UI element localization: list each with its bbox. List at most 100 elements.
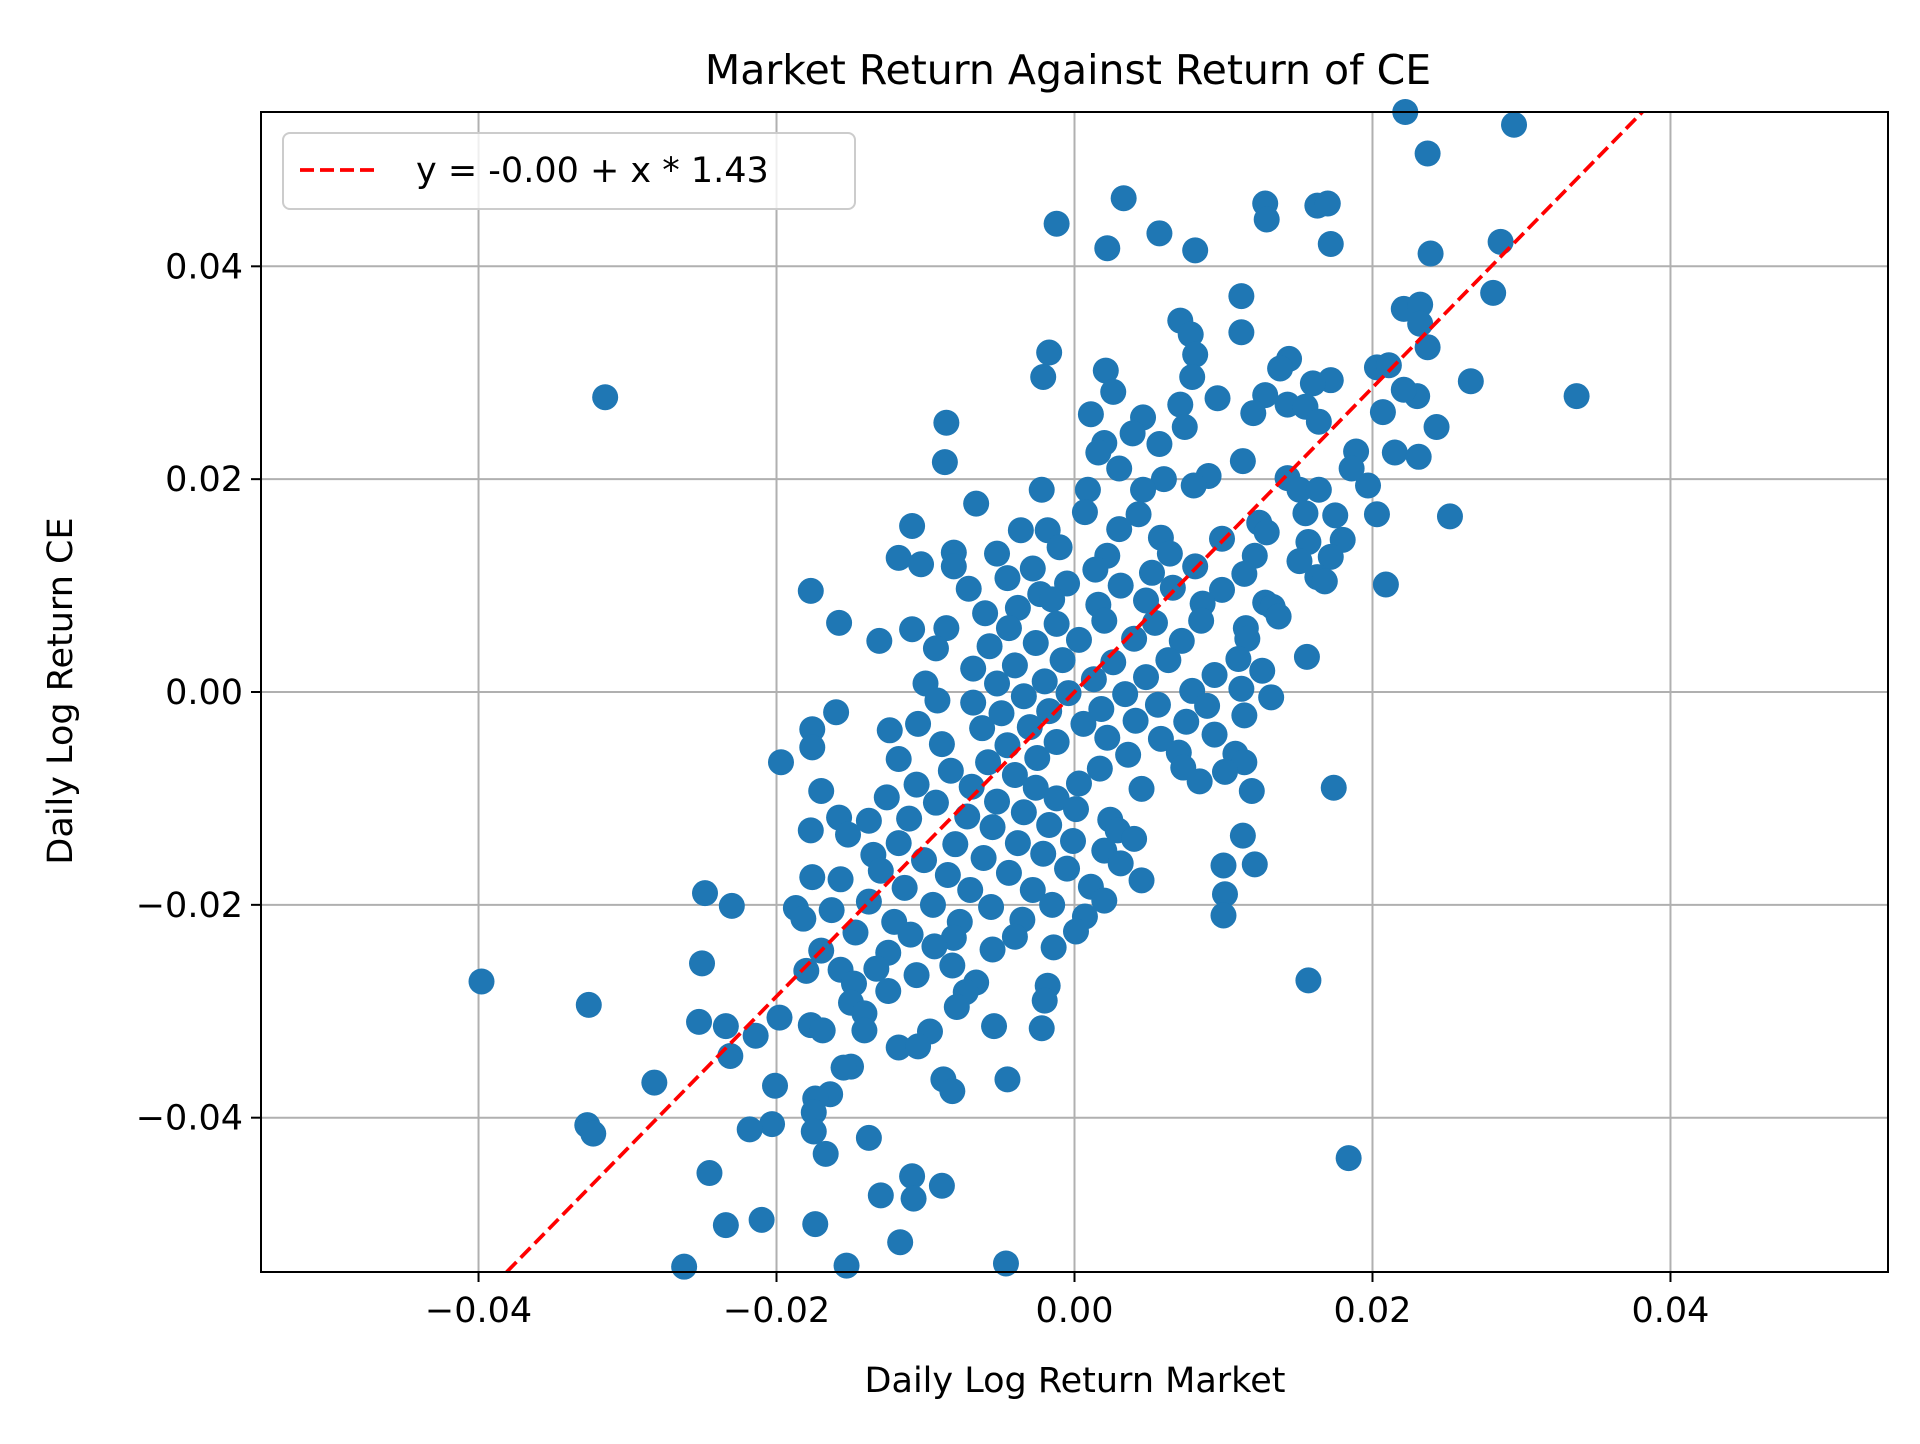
y-tick-label: 0.02	[165, 460, 243, 500]
scatter-point	[1128, 867, 1155, 894]
scatter-point	[928, 1172, 955, 1199]
scatter-point	[468, 968, 495, 995]
scatter-point	[1004, 830, 1031, 857]
scatter-point	[1070, 710, 1097, 737]
scatter-point	[842, 919, 869, 946]
scatter-point	[1036, 812, 1063, 839]
scatter-point	[928, 731, 955, 758]
scatter-point	[1092, 357, 1119, 384]
scatter-point	[933, 615, 960, 642]
y-tick-label: 0.00	[165, 673, 243, 713]
x-axis-label: Daily Log Return Market	[865, 1361, 1286, 1401]
scatter-point	[1204, 385, 1231, 412]
scatter-point	[905, 1033, 932, 1060]
scatter-point	[1355, 472, 1382, 499]
scatter-point	[905, 710, 932, 737]
scatter-point	[736, 1116, 763, 1143]
scatter-point	[1320, 774, 1347, 801]
scatter-point	[873, 784, 900, 811]
scatter-point	[1065, 770, 1092, 797]
scatter-point	[960, 689, 987, 716]
scatter-point	[943, 994, 970, 1021]
scatter-point	[1060, 827, 1087, 854]
scatter-point	[1107, 572, 1134, 599]
scatter-point	[1071, 499, 1098, 526]
y-axis-ticks: −0.04 −0.02 0.00 0.02 0.04	[136, 247, 261, 1139]
plot-area	[260, 99, 1889, 1280]
scatter-point	[1040, 934, 1067, 961]
scatter-point	[1265, 603, 1292, 630]
x-axis-ticks: −0.04 −0.02 0.00 0.02 0.04	[425, 1272, 1709, 1331]
scatter-point	[957, 876, 984, 903]
scatter-point	[797, 817, 824, 844]
scatter-point	[1121, 625, 1148, 652]
scatter-point	[876, 717, 903, 744]
scatter-point	[919, 891, 946, 918]
x-tick-label: −0.04	[425, 1291, 532, 1331]
scatter-point	[592, 384, 619, 411]
scatter-point	[960, 655, 987, 682]
scatter-point	[885, 1034, 912, 1061]
scatter-point	[797, 577, 824, 604]
scatter-point	[1194, 692, 1221, 719]
scatter-point	[686, 1008, 713, 1035]
scatter-point	[1286, 548, 1313, 575]
scatter-point	[903, 771, 930, 798]
x-tick-label: 0.00	[1036, 1291, 1114, 1331]
scatter-point	[1179, 363, 1206, 390]
scatter-point	[748, 1206, 775, 1233]
scatter-point	[793, 957, 820, 984]
scatter-point	[1085, 439, 1112, 466]
scatter-point	[867, 1182, 894, 1209]
scatter-point	[866, 627, 893, 654]
scatter-point	[1100, 649, 1127, 676]
legend-label: y = -0.00 + x * 1.43	[416, 151, 769, 191]
scatter-point	[1314, 190, 1341, 217]
y-tick-label: −0.04	[136, 1099, 243, 1139]
scatter-point	[1180, 472, 1207, 499]
scatter-point	[818, 897, 845, 924]
scatter-point	[1305, 476, 1332, 503]
scatter-point	[969, 715, 996, 742]
scatter-point	[1036, 339, 1063, 366]
scatter-point	[922, 789, 949, 816]
scatter-point	[855, 807, 882, 834]
scatter-point	[790, 905, 817, 932]
scatter-point	[833, 1252, 860, 1279]
scatter-point	[835, 821, 862, 848]
scatter-point	[808, 777, 835, 804]
scatter-point	[1028, 476, 1055, 503]
scatter-point	[1141, 609, 1168, 636]
scatter-point	[800, 1099, 827, 1126]
scatter-point	[575, 991, 602, 1018]
scatter-point	[1295, 967, 1322, 994]
scatter-point	[1231, 560, 1258, 587]
scatter-point	[1146, 431, 1173, 458]
scatter-point	[802, 1211, 829, 1238]
scatter-point	[1133, 664, 1160, 691]
scatter-point	[1004, 594, 1031, 621]
scatter-point	[580, 1120, 607, 1147]
scatter-point	[1022, 774, 1049, 801]
scatter-point	[972, 600, 999, 627]
scatter-point	[896, 805, 923, 832]
scatter-point	[887, 1229, 914, 1256]
scatter-point	[812, 1140, 839, 1167]
scatter-point	[1122, 707, 1149, 734]
x-tick-label: 0.02	[1334, 1291, 1412, 1331]
scatter-point	[1167, 391, 1194, 418]
scatter-point	[1177, 321, 1204, 348]
scatter-point	[1091, 887, 1118, 914]
scatter-point	[1173, 708, 1200, 735]
scatter-point	[1019, 555, 1046, 582]
scatter-point	[1171, 414, 1198, 441]
scatter-point	[1133, 587, 1160, 614]
scatter-point	[1363, 501, 1390, 528]
scatter-point	[1147, 725, 1174, 752]
scatter-point	[924, 687, 951, 714]
legend: y = -0.00 + x * 1.43	[282, 132, 856, 210]
scatter-point	[1107, 850, 1134, 877]
scatter-point	[1138, 559, 1165, 586]
scatter-point	[1043, 610, 1070, 637]
scatter-point	[671, 1253, 698, 1280]
